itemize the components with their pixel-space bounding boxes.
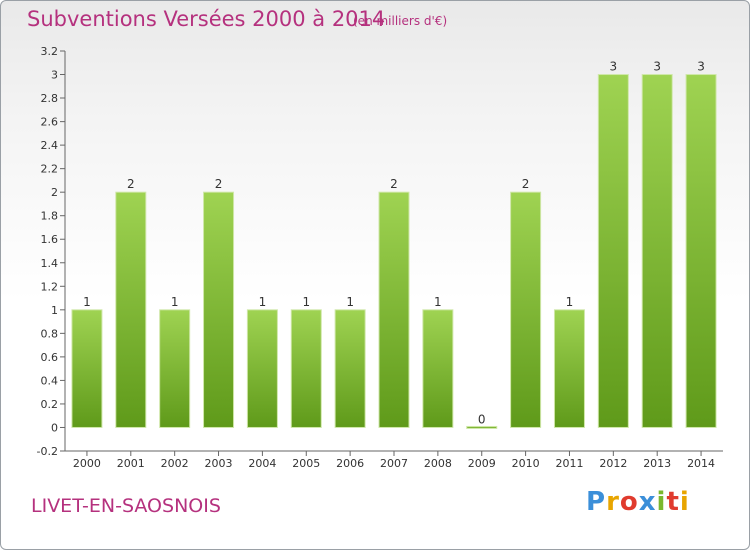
y-tick-label: 2.8 — [41, 92, 59, 105]
logo-letter: o — [619, 487, 639, 517]
bar — [159, 309, 191, 428]
y-tick-label: 0.8 — [41, 327, 59, 340]
bar-value-label: 1 — [566, 295, 574, 309]
y-tick-label: 0.4 — [41, 374, 59, 387]
bar-value-label: 3 — [697, 60, 705, 74]
logo-letter: x — [638, 487, 657, 517]
bar-value-label: 2 — [215, 177, 223, 191]
bar-value-label: 1 — [434, 295, 442, 309]
bar — [246, 309, 278, 428]
bar — [641, 74, 673, 428]
x-tick-label: 2007 — [380, 457, 408, 470]
bar — [597, 74, 629, 428]
x-tick-label: 2013 — [643, 457, 671, 470]
x-tick-label: 2004 — [248, 457, 276, 470]
logo-letter: t — [666, 487, 680, 517]
bar — [378, 191, 410, 428]
bar — [510, 191, 542, 428]
bar — [71, 309, 103, 428]
commune-name: LIVET-EN-SAOSNOIS — [31, 495, 221, 517]
bar — [553, 309, 585, 428]
proxiti-logo: Proxiti — [586, 487, 690, 517]
x-tick-label: 2006 — [336, 457, 364, 470]
logo-letter: r — [606, 487, 620, 517]
x-tick-label: 2002 — [161, 457, 189, 470]
chart-unit: (en milliers d'€) — [353, 14, 448, 28]
y-tick-label: 1.8 — [41, 210, 59, 223]
bar — [290, 309, 322, 428]
x-tick-label: 2000 — [73, 457, 101, 470]
y-tick-label: 2.4 — [41, 139, 59, 152]
y-tick-label: 3 — [51, 69, 58, 82]
y-tick-label: 3.2 — [41, 45, 59, 58]
y-tick-label: 1.2 — [41, 280, 59, 293]
y-tick-label: 0.2 — [41, 398, 59, 411]
y-tick-label: 1.4 — [41, 257, 59, 270]
y-tick-label: 0 — [51, 421, 58, 434]
bar — [334, 309, 366, 428]
x-tick-label: 2011 — [555, 457, 583, 470]
bar-value-label: 1 — [302, 295, 310, 309]
y-tick-label: 1 — [51, 304, 58, 317]
y-tick-label: 0.6 — [41, 351, 59, 364]
chart-value-labels: 1 2 1 2 1 1 1 2 1 0 2 1 3 3 3 — [83, 60, 705, 427]
x-tick-label: 2009 — [468, 457, 496, 470]
chart-title: Subventions Versées 2000 à 2014 — [27, 7, 386, 31]
x-tick-label: 2001 — [117, 457, 145, 470]
logo-letter: i — [679, 487, 690, 517]
bar — [115, 191, 147, 428]
bar-value-label: 2 — [522, 177, 530, 191]
bar — [685, 74, 717, 428]
x-tick-label: 2010 — [512, 457, 540, 470]
bar-value-label: 2 — [127, 177, 135, 191]
x-tick-label: 2014 — [687, 457, 715, 470]
bar-value-label: 3 — [610, 60, 618, 74]
x-tick-label: 2012 — [599, 457, 627, 470]
x-tick-label: 2008 — [424, 457, 452, 470]
bar — [422, 309, 454, 428]
bar-value-label: 1 — [259, 295, 267, 309]
logo-letter: i — [656, 487, 667, 517]
y-tick-label: 2.6 — [41, 116, 59, 129]
bar-value-label: 0 — [478, 412, 486, 426]
chart-bars — [71, 74, 717, 429]
x-tick-label: 2003 — [205, 457, 233, 470]
y-tick-label: 2.2 — [41, 163, 59, 176]
x-tick-label: 2005 — [292, 457, 320, 470]
bar-value-label: 3 — [653, 60, 661, 74]
chart-axes: -0.2 0 0.2 0.4 0.6 0.8 1 1.2 1.4 1.6 1.8 2 2.2 2.4 2.6… — [37, 45, 723, 470]
y-tick-label: -0.2 — [37, 445, 58, 458]
bar-value-label: 1 — [83, 295, 91, 309]
y-tick-label: 1.6 — [41, 233, 59, 246]
bar-value-label: 1 — [171, 295, 179, 309]
bar-value-label: 1 — [346, 295, 354, 309]
bar — [466, 425, 498, 429]
logo-letter: P — [586, 487, 607, 517]
y-tick-label: 2 — [51, 186, 58, 199]
bar — [203, 191, 235, 428]
bar-value-label: 2 — [390, 177, 398, 191]
